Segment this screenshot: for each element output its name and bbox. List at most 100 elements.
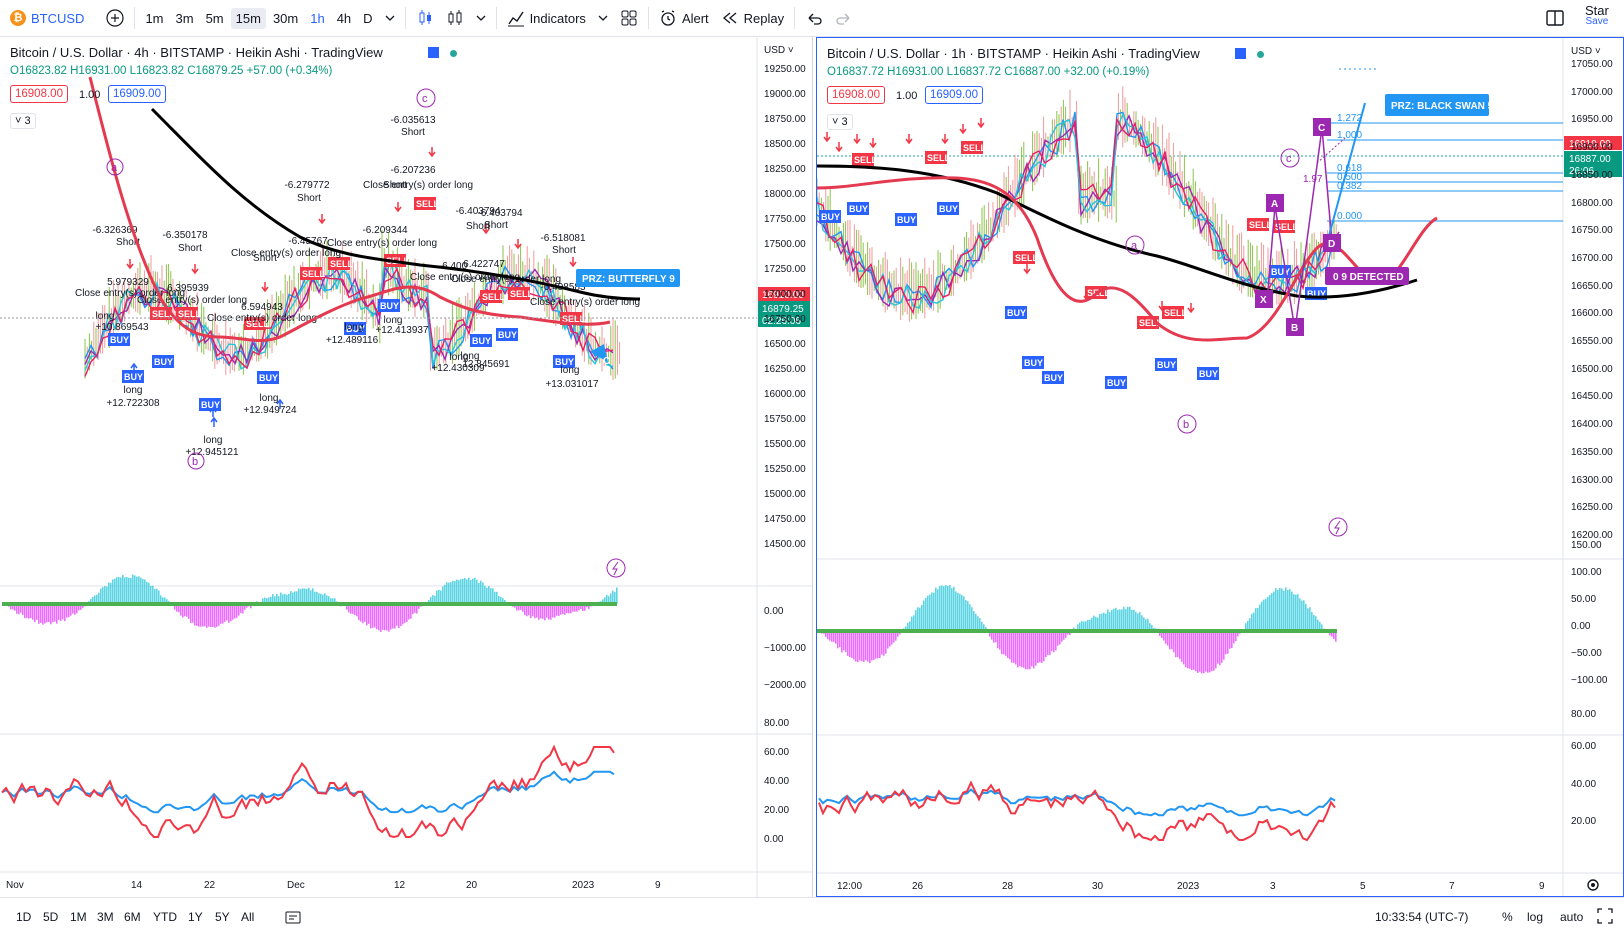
histogram-bar <box>1109 612 1111 631</box>
histogram-bar <box>1293 594 1295 631</box>
signal-annotation: 6.422747 <box>463 259 505 270</box>
bars-style-button[interactable] <box>440 0 470 36</box>
svg-text:a: a <box>111 162 118 174</box>
histogram-bar <box>460 579 462 604</box>
timeframe-15m[interactable]: 15m <box>231 8 266 29</box>
signal-annotation: 5.979329 <box>107 277 149 288</box>
histogram-bar <box>847 631 849 656</box>
price-tick-label: 17500.00 <box>764 239 806 250</box>
log-scale-button[interactable]: log <box>1527 910 1543 924</box>
fullscreen-button[interactable] <box>1597 908 1613 927</box>
open-value: O16823.82 <box>10 65 67 77</box>
indicators-collapse-button[interactable]: ˅ 3 <box>827 114 853 130</box>
percent-scale-button[interactable]: % <box>1502 910 1513 924</box>
star-save-button[interactable]: Star Save <box>1585 5 1609 27</box>
timeframe-d[interactable]: D <box>358 8 377 29</box>
histogram-bar <box>298 589 300 604</box>
histogram-bar <box>1253 613 1255 631</box>
histogram-bar <box>1185 631 1187 667</box>
short-arrow-icon <box>906 134 912 143</box>
histogram-bar <box>837 631 839 648</box>
redo-button[interactable] <box>829 0 859 36</box>
indicators-collapse-button[interactable]: ˅ 3 <box>10 113 36 129</box>
histogram-bar <box>120 577 122 604</box>
range-1d[interactable]: 1D <box>16 910 31 924</box>
histogram-bar <box>472 579 474 604</box>
histogram-bar <box>1251 614 1253 631</box>
compare-add-button[interactable] <box>100 0 130 36</box>
histogram-bar <box>939 586 941 631</box>
replay-button[interactable]: Replay <box>715 0 790 36</box>
histogram-bar <box>188 604 190 619</box>
layout-toggle-button[interactable] <box>1545 8 1565 31</box>
buy-price-button[interactable]: 16909.00 <box>925 86 983 104</box>
range-5y[interactable]: 5Y <box>215 910 230 924</box>
histogram-bar <box>308 588 310 604</box>
pattern-point-c: C <box>1313 118 1331 136</box>
timeframe-5m[interactable]: 5m <box>201 8 229 29</box>
undo-button[interactable] <box>799 0 829 36</box>
range-5d[interactable]: 5D <box>43 910 58 924</box>
histogram-bar <box>150 586 152 604</box>
status-dot-icon <box>450 50 457 57</box>
histogram-bar <box>408 604 410 619</box>
histogram-bar <box>943 586 945 631</box>
layouts-button[interactable] <box>614 0 644 36</box>
histogram-bar <box>1033 631 1035 668</box>
range-6m[interactable]: 6M <box>124 910 141 924</box>
goto-date-button[interactable] <box>285 910 301 927</box>
histogram-bar <box>536 604 538 618</box>
histogram-bar <box>1205 631 1207 672</box>
timeframe-1m[interactable]: 1m <box>140 8 168 29</box>
chart-style-dropdown[interactable] <box>470 0 492 36</box>
indicators-button[interactable]: Indicators <box>501 0 592 36</box>
indicators-dropdown[interactable] <box>592 0 614 36</box>
timeframe-dropdown[interactable] <box>379 0 401 36</box>
clock-display[interactable]: 10:33:54 (UTC-7) <box>1375 910 1468 924</box>
range-ytd[interactable]: YTD <box>153 910 177 924</box>
currency-label[interactable]: USD ˅ <box>1571 46 1601 57</box>
sell-price-button[interactable]: 16908.00 <box>10 85 68 103</box>
timeframe-3m[interactable]: 3m <box>171 8 199 29</box>
range-1m[interactable]: 1M <box>70 910 87 924</box>
timeframe-1h[interactable]: 1h <box>305 8 329 29</box>
symbol-search[interactable]: ₿ BTCUSD <box>0 0 90 36</box>
auto-scale-button[interactable]: auto <box>1560 910 1583 924</box>
rsi-line <box>2 747 614 837</box>
currency-text: USD <box>764 45 785 56</box>
timeframe-4h[interactable]: 4h <box>332 8 356 29</box>
alert-button[interactable]: Alert <box>653 0 715 36</box>
oscillator-tick-label: 50.00 <box>1571 594 1596 605</box>
signal-label: BUY <box>849 204 868 214</box>
grid-layout-icon <box>620 9 638 27</box>
sell-price-button[interactable]: 16908.00 <box>827 86 885 104</box>
signal-annotation: long <box>561 365 580 376</box>
range-3m[interactable]: 3M <box>97 910 114 924</box>
oscillator-tick-label: −2000.00 <box>764 680 806 691</box>
histogram-bar <box>883 631 885 656</box>
fib-level-label: 1.272 <box>1337 113 1362 124</box>
gear-icon[interactable] <box>1588 880 1598 890</box>
signal-annotation: +10.869543 <box>95 322 149 333</box>
buy-price-button[interactable]: 16909.00 <box>108 85 166 103</box>
range-1y[interactable]: 1Y <box>188 910 203 924</box>
low-value: L16823.82 <box>130 65 184 77</box>
range-all[interactable]: All <box>241 910 254 924</box>
timeframe-30m[interactable]: 30m <box>268 8 303 29</box>
histogram-bar <box>863 631 865 662</box>
currency-label[interactable]: USD ˅ <box>764 45 794 56</box>
histogram-bar <box>212 604 214 627</box>
flag-icon <box>1235 48 1246 59</box>
signal-annotation: -6.207236 <box>390 165 435 176</box>
histogram-bar <box>1269 595 1271 631</box>
candles-style-button[interactable] <box>410 0 440 36</box>
close-value: C16887.00 <box>1004 66 1060 78</box>
oscillator-tick-label: 40.00 <box>764 776 789 787</box>
candles-icon <box>416 9 434 27</box>
price-tick-label: 16300.00 <box>1571 475 1613 486</box>
histogram-bar <box>236 604 238 618</box>
